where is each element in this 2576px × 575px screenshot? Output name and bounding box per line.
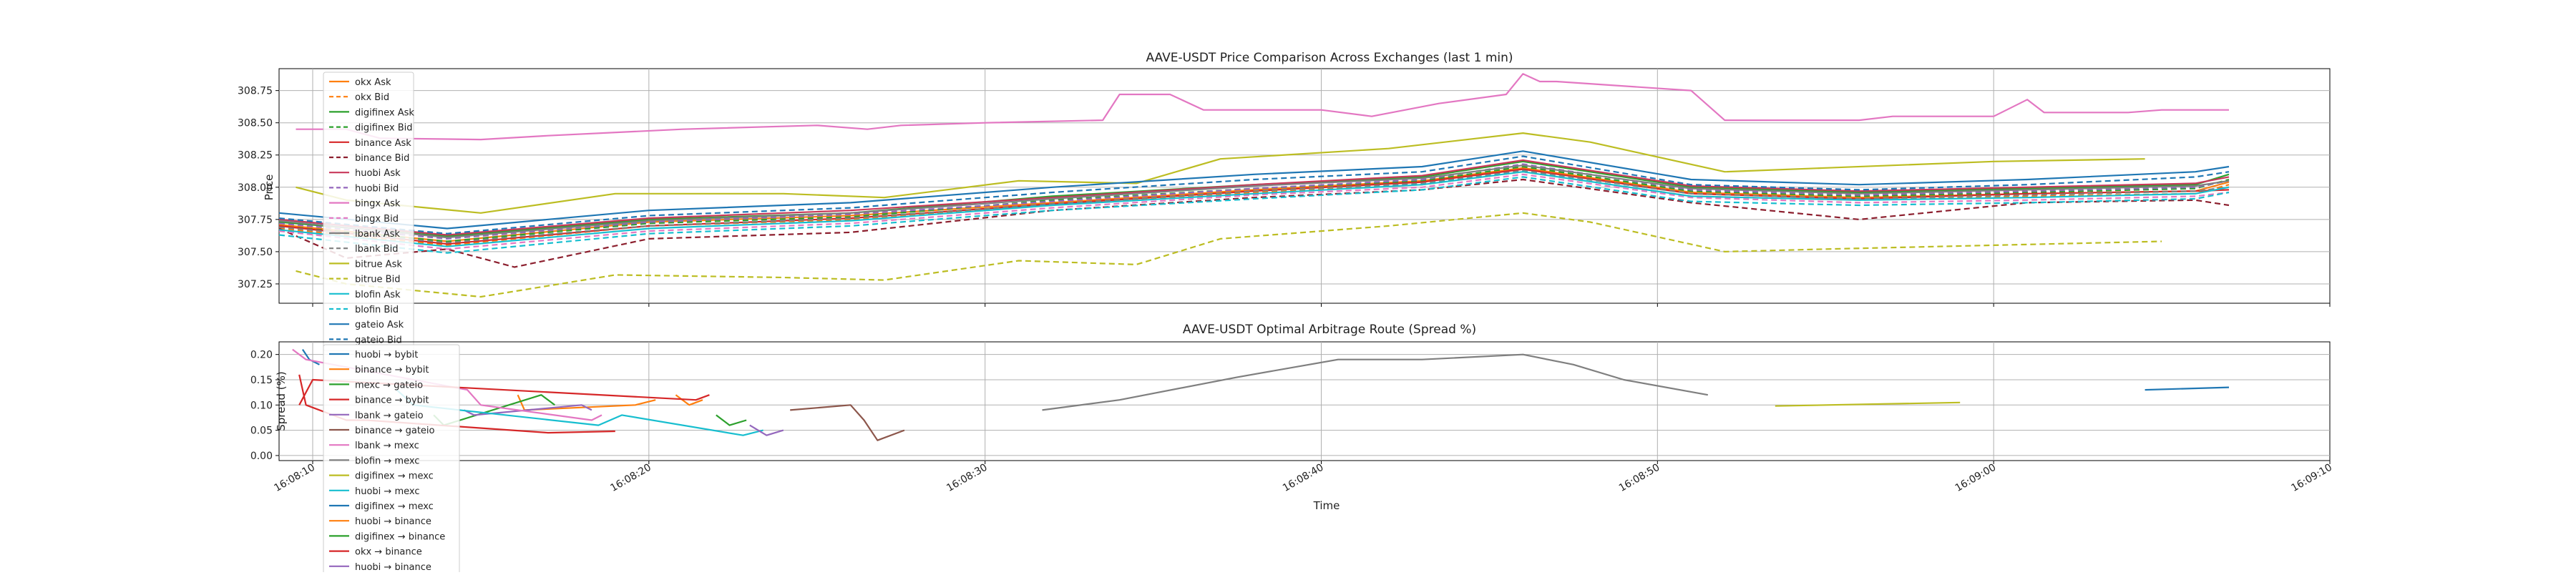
legend-label: lbank Bid [355,244,399,255]
legend-label: digifinex Bid [355,123,413,134]
price-grid [279,69,2330,303]
legend-label: digifinex → binance [355,531,445,542]
legend-label: lbank → mexc [355,441,419,451]
y-tick-label: 0.05 [250,426,273,437]
series-line-5 [790,404,905,441]
spread-y-axis-label: Spread (%) [275,371,288,431]
series-line-12 [716,414,747,426]
x-axis-label: Time [1313,499,1340,512]
price-chart-title: AAVE-USDT Price Comparison Across Exchan… [1146,51,1513,65]
y-tick-label: 308.00 [238,182,273,194]
spread-chart-title: AAVE-USDT Optimal Arbitrage Route (Sprea… [1183,323,1476,337]
spread-legend: huobi → bybit binance → bybit mexc → gatei… [323,344,460,575]
legend-label: huobi → mexc [355,486,420,497]
price-series [278,73,2230,298]
series-line-7 [1042,353,1708,411]
series-line-7 [278,163,2230,240]
legend-label: okx Bid [355,92,389,103]
legend-label: bingx Ask [355,199,401,210]
series-line-11 [675,394,703,406]
y-tick-label: 308.50 [238,118,273,129]
y-tick-label: 0.10 [250,400,273,411]
series-line-13 [296,212,2162,298]
legend-label: blofin → mexc [355,456,419,466]
price-chart: AAVE-USDT Price Comparison Across Exchan… [238,51,2331,352]
series-line-16 [278,150,2230,230]
legend-label: binance Bid [355,153,409,164]
legend-label: mexc → gateio [355,380,423,390]
legend-label: huobi Ask [355,168,401,179]
legend-label: digifinex → mexc [355,501,434,512]
legend-label: bingx Bid [355,214,399,225]
legend-label: binance → bybit [355,365,429,375]
series-line-17 [278,155,2230,235]
y-tick-label: 307.50 [238,247,273,258]
series-line-4 [463,404,592,416]
legend-label: gateio Ask [355,320,404,330]
series-line-2 [278,160,2230,237]
legend-label: bitrue Bid [355,275,400,285]
legend-label: huobi Bid [355,183,399,194]
legend-label: digifinex → mexc [355,471,434,482]
legend-label: digifinex Ask [355,107,414,118]
series-line-12 [296,132,2145,214]
series-line-3 [278,165,2230,242]
y-tick-label: 0.15 [250,375,273,386]
legend-label: huobi → binance [355,562,431,572]
legend-label: lbank Ask [355,229,400,240]
y-tick-label: 0.20 [250,350,273,361]
legend-box [323,344,460,575]
legend-label: okx Ask [355,77,391,88]
legend-label: binance Ask [355,138,411,149]
series-line-14 [278,171,2230,247]
series-line-1 [517,394,656,411]
series-line-5 [278,178,2230,268]
spread-chart: AAVE-USDT Optimal Arbitrage Route (Sprea… [250,323,2334,575]
spread-plot-frame [278,341,2331,461]
legend-label: huobi → binance [355,516,431,527]
spread-y-ticks: 0.00 0.05 0.10 0.15 0.20 [250,350,2331,464]
series-line-10 [278,164,2230,239]
series-line-4 [278,168,2230,245]
legend-label: gateio Bid [355,335,402,345]
series-line-6 [292,348,602,421]
price-y-ticks: 307.25 307.50 307.75 308.00 308.25 308.50 308.… [238,86,2331,307]
legend-label: binance → gateio [355,426,435,436]
y-tick-label: 307.75 [238,215,273,226]
series-line-10 [2145,386,2230,391]
series-line-8 [1775,401,1961,407]
y-tick-label: 308.25 [238,150,273,162]
series-line-8 [296,73,2229,141]
price-plot-frame [278,68,2331,304]
series-line-14 [749,424,784,436]
y-tick-label: 307.25 [238,279,273,290]
legend-label: okx → binance [355,547,422,558]
legend-label: lbank → gateio [355,411,424,421]
series-line-9 [278,173,2230,250]
series-line-6 [278,159,2230,236]
price-y-axis-label: Price [263,175,275,201]
legend-label: binance → bybit [355,395,429,406]
series-line-15 [278,176,2230,254]
y-tick-label: 308.75 [238,86,273,97]
series-line-11 [278,169,2230,244]
legend-label: blofin Bid [355,305,399,315]
legend-label: bitrue Ask [355,259,402,270]
legend-label: blofin Ask [355,290,401,300]
y-tick-label: 0.00 [250,451,273,462]
price-legend: okx Ask okx Bid digifinex Ask digifinex Bid… [323,72,414,352]
series-line-13 [298,378,710,406]
legend-label: huobi → bybit [355,350,418,360]
